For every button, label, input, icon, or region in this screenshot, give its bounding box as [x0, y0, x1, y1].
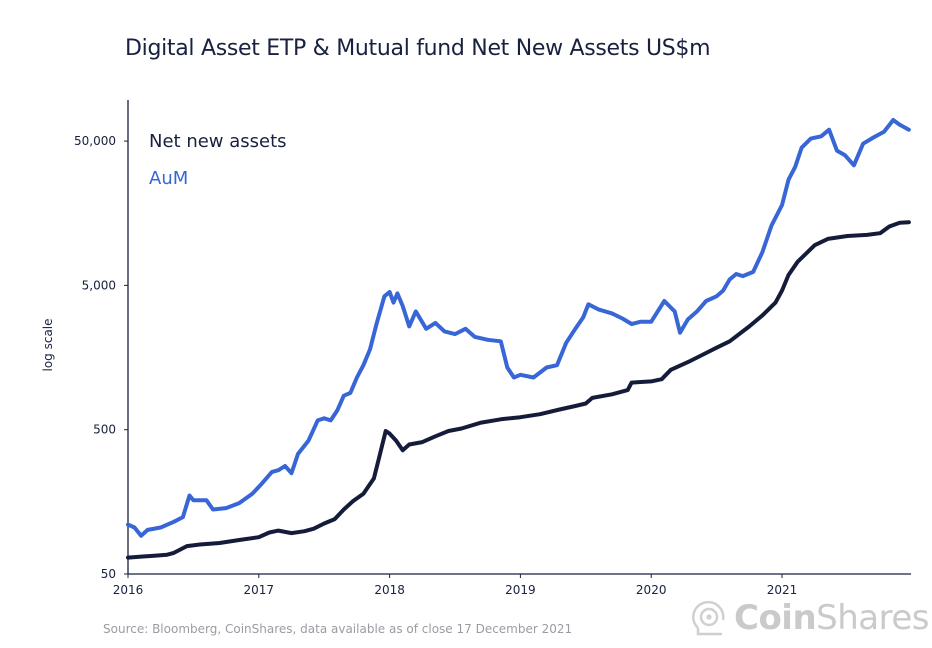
- y-tick-label: 50,000: [74, 134, 116, 148]
- source-note: Source: Bloomberg, CoinShares, data avai…: [103, 622, 573, 636]
- y-tick-label: 5,000: [82, 278, 116, 292]
- x-tick-label: 2017: [244, 583, 275, 597]
- y-tick-label: 50: [101, 567, 116, 581]
- y-axis-label: log scale: [41, 318, 55, 371]
- logo-text-coin: Coin: [734, 598, 817, 638]
- series-line-net-new-assets: [126, 220, 911, 560]
- y-tick-label: 500: [93, 423, 116, 437]
- x-tick-label: 2016: [113, 583, 144, 597]
- x-tick-label: 2018: [374, 583, 405, 597]
- logo-text-shares: Shares: [816, 598, 930, 638]
- x-tick-label: 2019: [505, 583, 536, 597]
- x-tick-label: 2021: [767, 583, 798, 597]
- legend-net-new-assets: Net new assets: [149, 131, 287, 152]
- legend-aum: AuM: [149, 168, 188, 189]
- coinshares-logo: Coin Shares: [692, 598, 930, 638]
- chart-title: Digital Asset ETP & Mutual fund Net New …: [125, 36, 711, 61]
- series-line-aum: [126, 118, 911, 538]
- x-tick-label: 2020: [636, 583, 667, 597]
- astronaut-helmet-icon: [692, 600, 725, 636]
